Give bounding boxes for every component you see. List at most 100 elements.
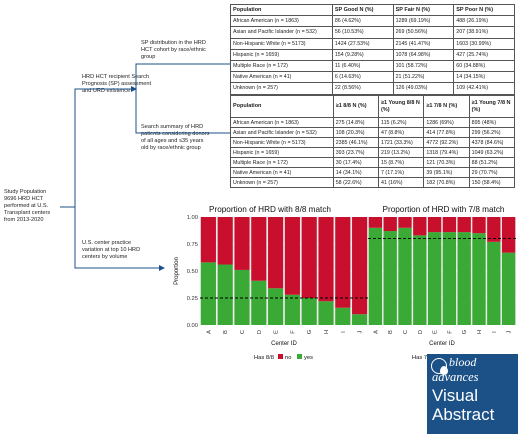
x-tick-label: E	[433, 330, 439, 334]
value-cell: 427 (25.74%)	[453, 48, 515, 61]
value-cell: 14 (34.1%)	[332, 167, 380, 178]
value-cell: 1603 (30.99%)	[453, 37, 515, 50]
chart-8of8-title: Proportion of HRD with 8/8 match	[209, 205, 331, 214]
legend-swatch-no	[278, 354, 283, 359]
value-cell: 1078 (64.98%)	[392, 48, 455, 61]
value-cell: 22 (8.56%)	[331, 82, 394, 95]
bar-no	[200, 217, 216, 263]
sp-distribution-description: SP distribution in the HRD HCT cohort by…	[141, 40, 206, 60]
bar-yes	[352, 314, 368, 325]
value-cell: 58 (22.6%)	[332, 177, 380, 188]
bar-yes	[268, 288, 284, 325]
search-table-row: Asian and Pacific Islander (n = 532) 108 …	[230, 127, 516, 138]
value-cell: 299 (56.2%)	[468, 127, 516, 138]
x-tick-label: B	[223, 330, 229, 334]
search-table-row: Non-Hispanic White (n = 5173) 2385 (46.1%…	[230, 137, 516, 148]
value-cell: 101 (58.72%)	[392, 59, 455, 73]
population-cell: Non-Hispanic White (n = 5173)	[230, 137, 334, 148]
connector-to-search-table	[135, 89, 230, 134]
bar-no	[352, 217, 368, 315]
legend-title: Has 7/8	[412, 355, 432, 361]
legend-swatch-yes	[297, 354, 302, 359]
x-tick-label: B	[388, 330, 394, 334]
bar-yes	[301, 298, 317, 325]
x-tick-label: C	[403, 330, 409, 334]
value-cell: 47 (8.8%)	[378, 127, 425, 138]
sp-table-header: SP Fair N (%)	[392, 3, 455, 17]
bar-no	[487, 217, 501, 242]
x-tick-label: H	[324, 330, 330, 334]
bar-no	[318, 217, 334, 302]
search-table-row: Unknown (n = 257) 58 (22.6%) 41 (16%) 182 (…	[230, 177, 516, 188]
bar-yes	[398, 227, 412, 325]
value-cell: 29 (70.7%)	[468, 167, 516, 178]
bar-no	[442, 217, 457, 233]
bar-no	[335, 217, 351, 308]
value-cell: 86 (4.62%)	[331, 15, 394, 28]
value-cell: 4772 (92.2%)	[423, 137, 470, 148]
population-cell: African American (n = 1863)	[230, 15, 333, 28]
value-cell: 393 (23.7%)	[332, 147, 380, 158]
search-summary-description: Search summary of HRD patients consideri…	[141, 124, 210, 151]
bar-no	[472, 217, 486, 234]
chart-7of8-title: Proportion of HRD with 7/8 match	[382, 205, 505, 214]
bar-yes	[457, 232, 471, 325]
x-tick-label: C	[240, 330, 246, 334]
search-table-header: ≥1 7/8 N (%)	[423, 95, 470, 118]
value-cell: 1286 (69%)	[423, 117, 470, 128]
x-tick-label: D	[257, 330, 263, 334]
x-tick-label: G	[462, 329, 468, 334]
bar-no	[501, 217, 516, 253]
population-cell: Native American (n = 41)	[230, 167, 334, 178]
blood-drop-icon	[431, 358, 448, 375]
sp-table-row: African American (n = 1863) 86 (4.62%) 128…	[230, 15, 515, 28]
x-tick-label: I	[341, 331, 347, 333]
chart-8of8-panel: Proportion of HRD with 8/8 match A B C D E F G…	[170, 202, 370, 367]
value-cell: 1424 (27.53%)	[331, 37, 394, 50]
bar-yes	[217, 264, 233, 325]
population-cell: Unknown (n = 257)	[230, 177, 334, 188]
bar-yes	[318, 301, 334, 325]
y-tick-label: 0.25	[187, 296, 198, 302]
population-cell: Native American (n = 41)	[230, 71, 333, 84]
value-cell: 39 (95.1%)	[423, 167, 470, 178]
value-cell: 2385 (46.1%)	[332, 137, 380, 148]
sp-table-header: Population	[230, 3, 333, 17]
value-cell: 56 (10.53%)	[331, 26, 394, 39]
legend-title: Has 8/8	[254, 355, 274, 361]
search-table-row: Hispanic (n = 1659) 393 (23.7%) 219 (13.2%…	[230, 147, 516, 158]
population-cell: Non-Hispanic White (n = 5173)	[230, 37, 333, 50]
value-cell: 154 (9.28%)	[331, 48, 394, 61]
search-table-row: Native American (n = 41) 14 (34.1%) 7 (17.…	[230, 167, 516, 178]
value-cell: 7 (17.1%)	[378, 167, 425, 178]
center-branch-label: U.S. center practice variation at top 10…	[82, 240, 141, 260]
x-tick-label: H	[477, 330, 483, 334]
y-tick-label: 0.75	[187, 242, 198, 248]
value-cell: 88 (51.2%)	[468, 157, 516, 168]
value-cell: 15 (8.7%)	[378, 157, 425, 168]
value-cell: 488 (26.19%)	[453, 15, 515, 28]
x-axis-label: Center ID	[429, 341, 455, 347]
x-tick-label: F	[447, 330, 453, 334]
value-cell: 150 (58.4%)	[468, 177, 516, 188]
population-cell: Unknown (n = 257)	[230, 82, 333, 95]
y-axis-label: Proportion	[174, 257, 180, 285]
population-cell: Hispanic (n = 1659)	[230, 48, 333, 61]
bar-no	[427, 217, 442, 233]
bar-yes	[442, 232, 457, 325]
bar-yes	[251, 280, 267, 325]
value-cell: 1318 (79.4%)	[423, 147, 470, 158]
value-cell: 30 (17.4%)	[332, 157, 380, 168]
value-cell: 4378 (84.6%)	[468, 137, 516, 148]
value-cell: 108 (20.3%)	[332, 127, 380, 138]
value-cell: 109 (42.41%)	[453, 82, 515, 95]
value-cell: 219 (13.2%)	[378, 147, 425, 158]
bar-no	[398, 217, 412, 228]
value-cell: 1049 (63.2%)	[468, 147, 516, 158]
bar-no	[251, 217, 267, 281]
value-cell: 1721 (33.3%)	[378, 137, 425, 148]
bar-yes	[383, 231, 397, 325]
search-table-row: Multiple Race (n = 172) 30 (17.4%) 15 (8.7…	[230, 157, 516, 168]
value-cell: 60 (34.88%)	[453, 59, 515, 73]
